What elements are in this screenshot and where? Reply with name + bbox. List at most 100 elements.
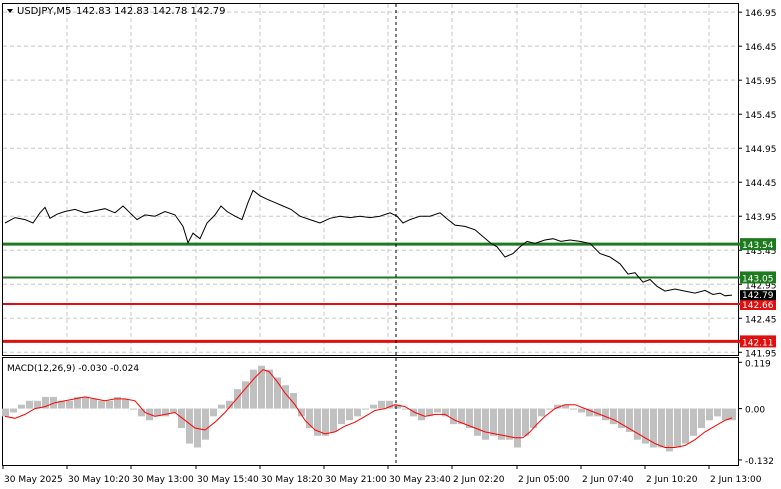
level-label-text: 142.11 — [742, 338, 774, 348]
macd-bar — [314, 408, 321, 436]
macd-bar — [674, 408, 681, 448]
macd-bar — [226, 400, 233, 409]
macd-bar — [466, 408, 473, 429]
macd-bar — [706, 408, 713, 421]
time-tick-label: 2 Jun 13:00 — [710, 475, 762, 485]
time-tick-label: 30 May 21:00 — [325, 475, 387, 485]
time-tick-label: 2 Jun 10:20 — [646, 475, 698, 485]
macd-bar — [562, 404, 569, 409]
macd-bar — [202, 408, 209, 440]
macd-bar — [170, 408, 177, 413]
price-tick-label: 145.95 — [745, 77, 777, 87]
macd-bar — [682, 408, 689, 444]
macd-bar — [18, 404, 25, 409]
macd-bar — [234, 389, 241, 409]
macd-bar — [66, 400, 73, 409]
level-label-bg — [740, 271, 776, 284]
macd-bar — [10, 408, 17, 413]
level-label-bg — [740, 238, 776, 251]
macd-bar — [138, 408, 145, 417]
macd-bar — [506, 408, 513, 440]
macd-bar — [666, 408, 673, 452]
macd-tick-label: -0.132 — [745, 457, 774, 467]
macd-bar — [602, 408, 609, 421]
macd-bar — [570, 408, 577, 410]
macd-bar — [458, 408, 465, 425]
macd-bar — [258, 365, 265, 409]
macd-bar — [210, 408, 217, 417]
macd-bar — [442, 408, 449, 417]
macd-bar — [434, 408, 441, 413]
macd-bar — [290, 393, 297, 409]
macd-bar — [386, 400, 393, 409]
macd-bar — [122, 398, 129, 409]
macd-bar — [98, 400, 105, 409]
macd-bar — [498, 408, 505, 440]
macd-bar — [218, 404, 225, 409]
macd-bar — [514, 408, 521, 448]
macd-bar — [242, 381, 249, 409]
macd-bar — [626, 408, 633, 432]
macd-bar — [402, 408, 409, 410]
time-tick-label: 30 May 10:20 — [68, 475, 130, 485]
macd-bar — [410, 408, 417, 417]
macd-bar — [2, 408, 9, 417]
macd-tick-label: 0.00 — [745, 406, 765, 416]
time-tick-label: 2 Jun 05:00 — [518, 475, 570, 485]
support-resistance-levels — [3, 242, 740, 343]
macd-bar — [370, 404, 377, 409]
symbol-label: USDJPY,M5 — [17, 6, 71, 17]
macd-bar — [114, 396, 121, 409]
macd-bar — [650, 408, 657, 448]
macd-bar — [378, 400, 385, 409]
macd-bar — [618, 408, 625, 429]
macd-bar — [482, 408, 489, 440]
macd-bar — [714, 408, 721, 417]
macd-bar — [578, 408, 585, 413]
time-tick-label: 30 May 15:40 — [197, 475, 259, 485]
macd-bar — [274, 377, 281, 409]
macd-bar — [418, 408, 425, 421]
macd-bar — [26, 400, 33, 409]
macd-bar — [610, 408, 617, 425]
macd-label: MACD(12,26,9) -0.030 -0.024 — [7, 364, 139, 374]
time-tick-label: 30 May 23:40 — [389, 475, 451, 485]
level-label-text: 143.05 — [742, 274, 774, 284]
macd-bar — [298, 408, 305, 417]
time-tick-label: 30 May 2025 — [4, 475, 63, 485]
macd-bar — [722, 408, 729, 421]
dropdown-triangle-icon[interactable] — [7, 9, 13, 13]
macd-bar — [729, 408, 736, 421]
time-tick-label: 30 May 13:00 — [132, 475, 194, 485]
macd-bar — [34, 400, 41, 409]
macd-bar — [58, 400, 65, 409]
macd-signal-line — [4, 369, 733, 448]
macd-bar — [322, 408, 329, 436]
macd-bar — [154, 408, 161, 417]
price-series — [4, 189, 733, 297]
price-tick-label: 142.95 — [745, 281, 777, 291]
macd-bar — [50, 396, 57, 409]
current-price-bg — [740, 290, 776, 301]
macd-axis: 0.119 0.00 -0.132 — [738, 359, 774, 467]
macd-bar — [130, 408, 137, 410]
macd-bar — [634, 408, 641, 440]
price-tick-label: 146.45 — [745, 43, 777, 53]
macd-bar — [346, 408, 353, 421]
macd-bar — [658, 408, 665, 448]
macd-bar — [594, 408, 601, 417]
macd-tick-label: 0.119 — [745, 359, 771, 369]
macd-bar — [82, 396, 89, 409]
macd-bar — [162, 408, 169, 417]
time-axis: 30 May 2025 30 May 10:20 30 May 13:00 30 Ma… — [2, 465, 762, 485]
macd-bar — [554, 404, 561, 409]
price-tick-label: 144.45 — [745, 179, 777, 189]
macd-bar — [266, 369, 273, 409]
level-label-text: 142.66 — [742, 301, 774, 311]
macd-bar — [42, 396, 49, 409]
macd-bar — [394, 404, 401, 409]
macd-bar — [106, 400, 113, 409]
price-tick-label: 146.95 — [745, 9, 777, 19]
price-tick-label: 145.45 — [745, 111, 777, 121]
